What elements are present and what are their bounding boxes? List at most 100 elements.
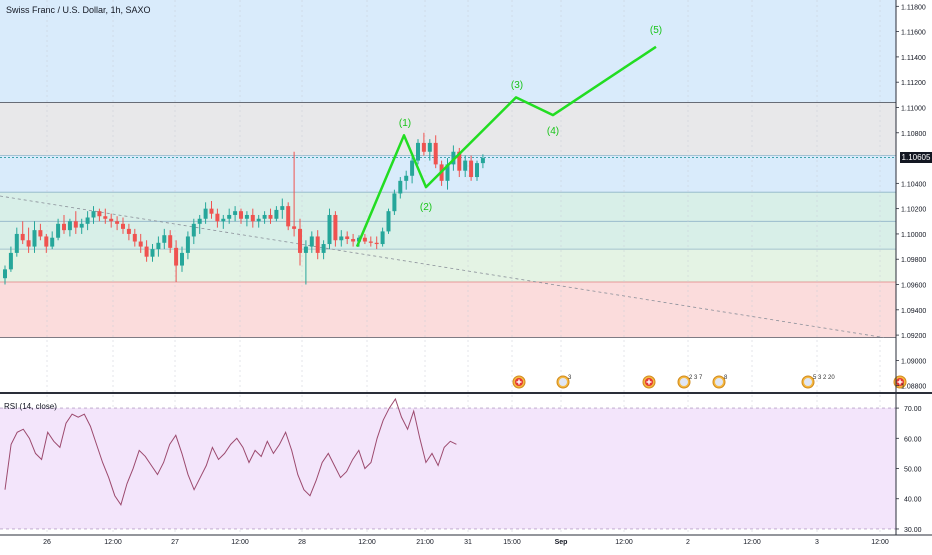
candle-body <box>286 206 291 227</box>
time-tick-label: 26 <box>43 539 51 546</box>
wave-label: (5) <box>650 25 662 36</box>
candle-body <box>262 214 267 219</box>
candle-body <box>404 175 409 181</box>
candle-body <box>457 151 462 171</box>
candle-body <box>73 221 78 228</box>
time-tick-label: 3 <box>815 539 819 546</box>
candle-body <box>480 158 485 164</box>
candle-body <box>44 236 49 247</box>
candle-layer <box>3 132 485 285</box>
candle-body <box>56 223 61 238</box>
candle-body <box>368 241 373 243</box>
candle-body <box>250 214 255 222</box>
candle-body <box>239 211 243 219</box>
price-tick-label: 1.11800 <box>901 4 926 11</box>
time-tick-label: Sep <box>555 539 568 546</box>
rsi-layer <box>0 397 896 530</box>
candle-body <box>185 236 190 253</box>
time-tick-label: 12:00 <box>231 539 249 546</box>
candle-body <box>303 246 308 253</box>
price-tick-label: 1.11400 <box>901 55 926 62</box>
candle-body <box>115 221 120 224</box>
candle-body <box>50 237 55 247</box>
rsi-tick-label: 60.00 <box>904 436 922 443</box>
candle-body <box>191 223 196 237</box>
candle-body <box>292 226 297 229</box>
candle-body <box>433 142 438 165</box>
zone-band <box>0 0 896 103</box>
wave-label: (3) <box>511 80 523 91</box>
candle-body <box>315 236 320 253</box>
candle-body <box>3 269 7 279</box>
us-flag-icon <box>559 378 567 386</box>
candle-body <box>162 235 167 243</box>
time-tick-label: 12:00 <box>615 539 633 546</box>
candle-body <box>327 214 332 245</box>
us-flag-icon <box>804 378 812 386</box>
candle-body <box>67 221 72 231</box>
event-layer: 3 2 3 7 8 5 3 2 20 <box>512 375 907 389</box>
candle-body <box>26 240 31 247</box>
candle-body <box>38 230 43 237</box>
candle-body <box>280 206 285 210</box>
time-tick-label: 15:00 <box>503 539 521 546</box>
candle-body <box>445 164 450 181</box>
rsi-band <box>0 408 896 529</box>
wave-projection-line <box>355 45 657 248</box>
price-tick-label: 1.09800 <box>901 257 926 264</box>
rsi-tick-label: 70.00 <box>904 406 922 413</box>
last-price-tag: 1.10605 <box>900 152 932 163</box>
candle-body <box>374 242 379 245</box>
candle-body <box>8 252 13 270</box>
time-tick-label: 31 <box>464 539 472 546</box>
price-tick-label: 1.10200 <box>901 207 926 214</box>
candle-body <box>138 241 143 247</box>
candle-body <box>109 218 114 222</box>
time-tick-label: 21:00 <box>416 539 434 546</box>
candle-body <box>215 213 220 222</box>
pane-separator <box>0 392 932 394</box>
time-tick-label: 12:00 <box>743 539 761 546</box>
candle-body <box>298 228 302 253</box>
cross-bar <box>518 379 520 385</box>
candle-body <box>410 160 415 176</box>
price-tick-label: 1.11200 <box>901 80 926 87</box>
price-tick-label: 1.08800 <box>901 384 926 391</box>
candle-body <box>203 208 208 219</box>
candle-body <box>274 209 279 219</box>
candle-body <box>345 236 350 239</box>
zone-band <box>0 192 896 250</box>
price-tick-label: 1.09200 <box>901 333 926 340</box>
time-tick-label: 12:00 <box>358 539 376 546</box>
candle-body <box>14 233 19 253</box>
candle-body <box>351 238 356 242</box>
candle-body <box>150 249 155 257</box>
wave-label: (2) <box>420 202 432 213</box>
candle-body <box>85 217 90 224</box>
candle-body <box>221 218 226 222</box>
candle-body <box>144 246 149 257</box>
price-tick-label: 1.10000 <box>901 232 926 239</box>
candle-body <box>97 211 102 217</box>
event-label: 8 <box>724 375 728 381</box>
cross-bar <box>648 379 650 385</box>
candle-body <box>209 208 214 214</box>
wave-label: (1) <box>399 118 411 129</box>
candle-body <box>333 214 338 241</box>
candle-body <box>380 231 385 245</box>
candle-body <box>103 216 108 219</box>
candle-body <box>475 163 479 178</box>
price-tick-label: 1.09400 <box>901 308 926 315</box>
candle-body <box>256 218 261 222</box>
wave-label: (4) <box>547 126 559 137</box>
candle-body <box>268 214 273 219</box>
price-tick-label: 1.10800 <box>901 131 926 138</box>
wave-layer: (1) (2) (3) (4) (5) <box>355 25 662 248</box>
candle-body <box>427 142 432 152</box>
price-tick-label: 1.11600 <box>901 30 926 37</box>
candle-body <box>126 228 131 234</box>
rsi-tick-label: 40.00 <box>904 497 922 504</box>
